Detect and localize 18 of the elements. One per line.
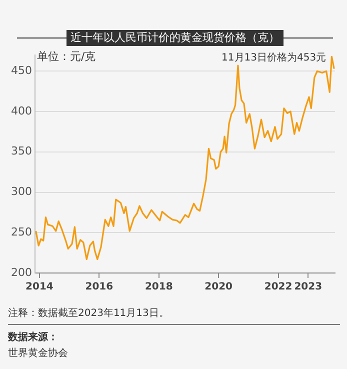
y-tick-label: 300 bbox=[10, 185, 32, 198]
y-tick-label: 450 bbox=[10, 64, 32, 78]
y-tick-label: 400 bbox=[10, 104, 32, 118]
text: 注释：数据截至2023年11月13日。 bbox=[8, 306, 340, 325]
x-tick-label: 2016 bbox=[85, 282, 114, 293]
y-tick-label: 200 bbox=[10, 266, 32, 279]
chart-title: 近十年以人民币计价的黄金现货价格（克） bbox=[70, 30, 280, 44]
x-tick-label: 2018 bbox=[144, 282, 173, 293]
x-tick-label: 2020 bbox=[204, 282, 233, 293]
x-tick-label: 2022 bbox=[264, 282, 292, 293]
source-note: 数据来源： bbox=[8, 330, 59, 344]
x-tick-label: 2023 bbox=[294, 282, 322, 293]
y-axis-title: 单位：元/克 bbox=[37, 50, 96, 63]
y-tick-label: 250 bbox=[10, 225, 32, 238]
x-tick-label: 2014 bbox=[26, 282, 54, 293]
y-tick-label: 350 bbox=[10, 144, 32, 158]
annotation: 11月13日价格为453元 bbox=[222, 51, 326, 64]
text: 世界黄金协会 bbox=[8, 346, 69, 360]
